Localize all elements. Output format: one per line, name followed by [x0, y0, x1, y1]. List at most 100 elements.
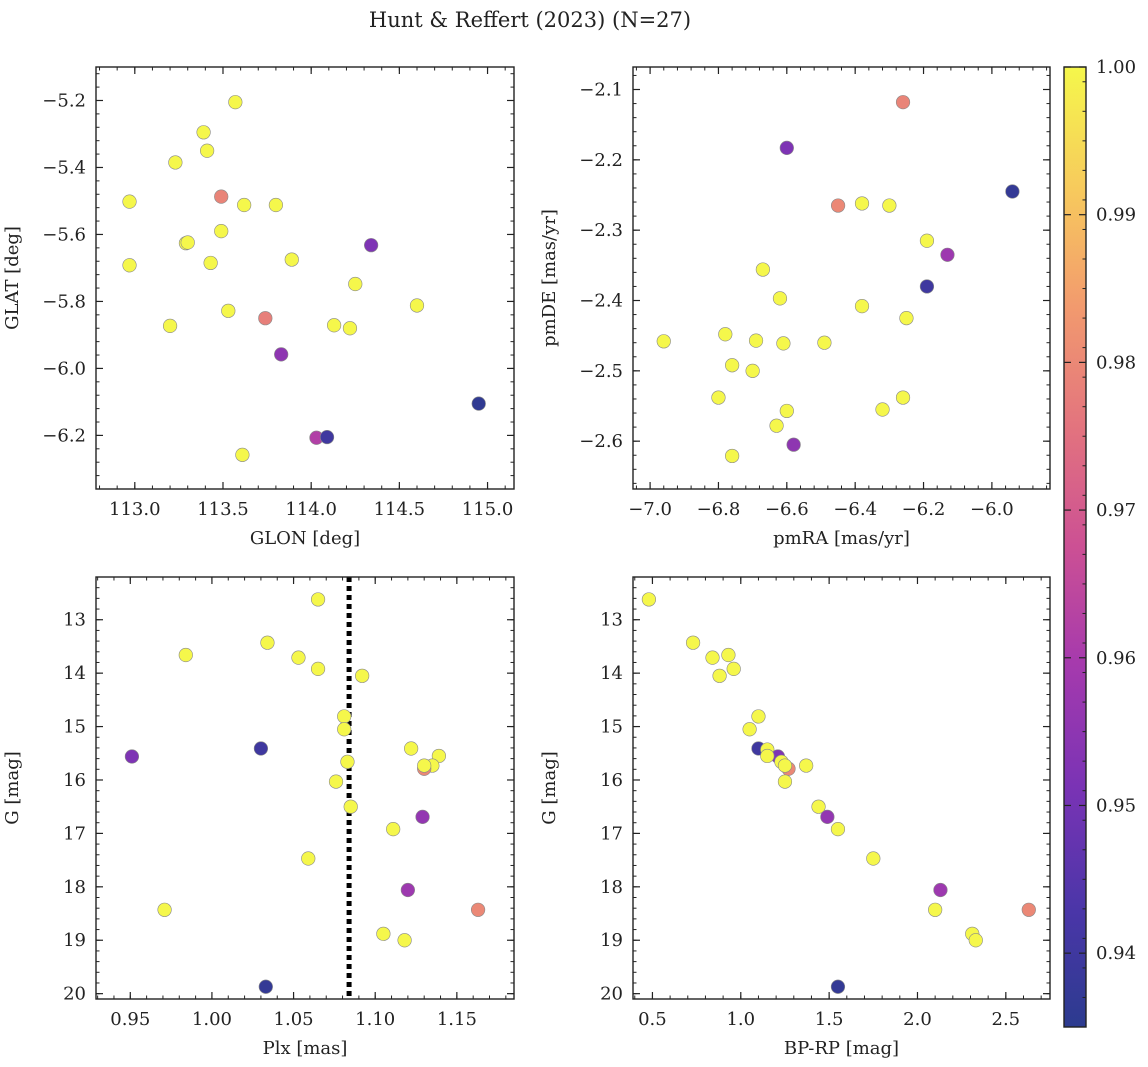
- y-axis-label: pmDE [mas/yr]: [539, 209, 560, 347]
- data-point: [895, 390, 911, 405]
- x-tick-label: 113.0: [109, 499, 161, 520]
- data-point: [168, 155, 183, 170]
- data-point: [122, 258, 137, 273]
- y-tick-label: 14: [600, 663, 623, 684]
- data-point: [895, 95, 911, 110]
- colorbar-tick-label: 0.94: [1096, 943, 1136, 964]
- data-point: [705, 650, 720, 665]
- data-point: [319, 429, 335, 445]
- data-point: [751, 709, 766, 724]
- y-tick-label: 15: [63, 717, 86, 738]
- y-tick-label: −2.6: [579, 431, 623, 452]
- data-point: [180, 235, 195, 250]
- y-tick-label: −2.5: [579, 361, 623, 382]
- data-point: [742, 722, 757, 737]
- data-point: [968, 933, 983, 948]
- x-tick-label: 2.0: [903, 1009, 932, 1030]
- x-tick-label: 114.5: [374, 499, 426, 520]
- y-tick-label: 16: [600, 770, 623, 791]
- axes-frame: [632, 66, 1051, 490]
- x-tick-label: 113.5: [197, 499, 249, 520]
- y-tick-label: 16: [63, 770, 86, 791]
- data-point: [214, 189, 229, 204]
- data-point: [830, 198, 846, 213]
- data-point: [162, 318, 178, 333]
- data-point: [748, 333, 764, 348]
- data-point: [830, 822, 846, 837]
- x-axis-label: BP-RP [mag]: [784, 1038, 899, 1059]
- x-tick-label: −7.0: [628, 499, 672, 520]
- data-point: [854, 196, 870, 211]
- data-point: [779, 403, 794, 419]
- colorbar-tick-label: 0.97: [1096, 500, 1136, 521]
- data-point: [882, 198, 897, 213]
- data-point: [725, 448, 740, 464]
- data-point: [337, 709, 352, 724]
- data-point: [268, 197, 283, 213]
- data-point: [340, 754, 355, 769]
- data-point: [178, 647, 193, 663]
- data-point: [415, 809, 430, 824]
- x-tick-label: 1.15: [437, 1009, 477, 1030]
- data-point: [235, 447, 250, 462]
- data-point: [776, 336, 791, 351]
- y-tick-label: 18: [63, 877, 86, 898]
- data-point: [820, 809, 835, 824]
- data-point: [376, 926, 391, 941]
- y-tick-label: −5.6: [42, 224, 86, 245]
- data-point: [122, 194, 137, 209]
- data-point: [258, 979, 273, 994]
- x-axis-label: GLON [deg]: [250, 528, 360, 549]
- colorbar-tick-label: 1.00: [1096, 57, 1136, 78]
- data-point: [237, 197, 252, 213]
- y-tick-label: −2.2: [579, 150, 623, 171]
- data-point: [755, 262, 770, 277]
- y-tick-label: 17: [63, 823, 86, 844]
- data-point: [919, 279, 935, 294]
- x-tick-label: 1.5: [815, 1009, 844, 1030]
- chart-pmra-pmde: −7.0 −6.8 −6.6 −6.4 −6.2 −6.0 −2.6 −2.5 −2.4 −2.3…: [539, 66, 1051, 549]
- data-point: [817, 335, 832, 350]
- data-point: [760, 748, 775, 764]
- data-point: [940, 247, 955, 262]
- data-point: [919, 233, 935, 248]
- y-tick-label: 14: [63, 663, 86, 684]
- data-point: [291, 650, 306, 665]
- data-point: [745, 363, 760, 378]
- axes-frame: [95, 66, 515, 490]
- data-point: [327, 318, 342, 333]
- colorbar: 0.94 0.95 0.96 0.97 0.98 0.99 1.00: [1063, 57, 1136, 1028]
- data-point: [1021, 902, 1036, 917]
- colorbar-tick-label: 0.96: [1096, 648, 1136, 669]
- x-tick-label: −6.8: [697, 499, 741, 520]
- data-point: [1005, 184, 1020, 199]
- data-point: [772, 291, 788, 306]
- chart-panels: 113.0 113.5 114.0 114.5 115.0 −6.2 −6.0 −5.8 −5.…: [2, 66, 1051, 1059]
- data-point: [253, 741, 269, 756]
- chart-bprp-g: 0.5 1.0 1.5 2.0 2.5 13 14 15 16 17 18 19 20 BP-RP [ma…: [539, 576, 1051, 1059]
- data-point: [656, 334, 671, 349]
- data-point: [875, 402, 890, 417]
- data-point: [386, 822, 401, 837]
- data-point: [328, 774, 344, 789]
- x-tick-label: 114.0: [285, 499, 337, 520]
- y-tick-label: −6.0: [42, 358, 86, 379]
- data-point: [779, 140, 794, 155]
- y-axis-label: GLAT [deg]: [2, 226, 23, 330]
- data-point: [933, 882, 948, 898]
- y-tick-label: 19: [63, 930, 86, 951]
- data-point: [260, 635, 275, 650]
- y-tick-label: 13: [600, 610, 623, 631]
- x-tick-label: −6.4: [833, 499, 877, 520]
- y-tick-label: −2.3: [579, 220, 623, 241]
- y-tick-label: −2.4: [579, 291, 623, 312]
- x-tick-label: 2.5: [992, 1009, 1021, 1030]
- data-point: [258, 311, 273, 326]
- data-point: [777, 758, 793, 773]
- data-point: [854, 299, 870, 314]
- x-tick-label: 115.0: [462, 499, 514, 520]
- data-point: [157, 902, 172, 917]
- data-point: [718, 327, 733, 342]
- y-tick-label: −5.2: [42, 90, 86, 111]
